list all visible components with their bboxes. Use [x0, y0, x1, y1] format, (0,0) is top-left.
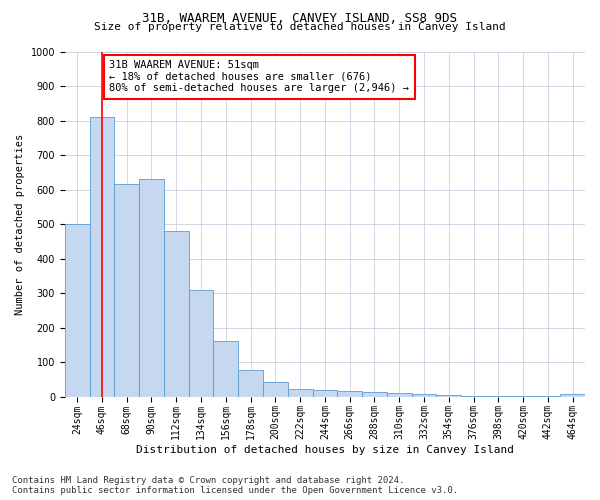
Bar: [313, 390, 337, 396]
Bar: [560, 394, 585, 396]
Bar: [387, 393, 412, 396]
Bar: [238, 370, 263, 396]
Bar: [436, 395, 461, 396]
Bar: [115, 184, 139, 396]
Bar: [164, 231, 188, 396]
Bar: [263, 382, 288, 396]
Bar: [214, 342, 238, 396]
Bar: [188, 290, 214, 397]
Bar: [89, 117, 115, 396]
X-axis label: Distribution of detached houses by size in Canvey Island: Distribution of detached houses by size …: [136, 445, 514, 455]
Text: Size of property relative to detached houses in Canvey Island: Size of property relative to detached ho…: [94, 22, 506, 32]
Text: 31B, WAAREM AVENUE, CANVEY ISLAND, SS8 9DS: 31B, WAAREM AVENUE, CANVEY ISLAND, SS8 9…: [143, 12, 458, 26]
Bar: [65, 224, 89, 396]
Text: Contains HM Land Registry data © Crown copyright and database right 2024.
Contai: Contains HM Land Registry data © Crown c…: [12, 476, 458, 495]
Bar: [139, 179, 164, 396]
Bar: [412, 394, 436, 396]
Bar: [337, 392, 362, 396]
Y-axis label: Number of detached properties: Number of detached properties: [15, 134, 25, 314]
Bar: [362, 392, 387, 396]
Text: 31B WAAREM AVENUE: 51sqm
← 18% of detached houses are smaller (676)
80% of semi-: 31B WAAREM AVENUE: 51sqm ← 18% of detach…: [109, 60, 409, 94]
Bar: [288, 389, 313, 396]
